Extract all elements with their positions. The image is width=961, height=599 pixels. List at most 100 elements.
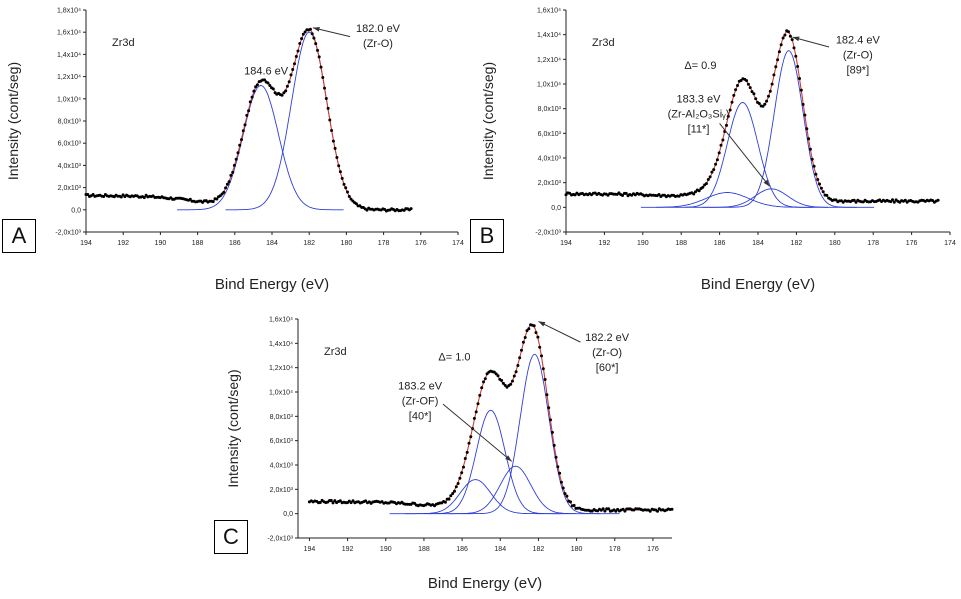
annotation-text: 184.6 eV: [244, 65, 289, 77]
x-tick-label: 182: [533, 546, 545, 553]
data-point: [750, 90, 754, 94]
data-point: [801, 102, 805, 106]
data-point: [443, 500, 447, 504]
data-point: [330, 129, 334, 132]
data-point: [480, 386, 484, 390]
data-point: [726, 114, 730, 118]
data-point: [536, 335, 540, 339]
data-point: [776, 58, 780, 62]
annotation-text: 182.2 eV: [585, 332, 630, 344]
data-point: [561, 486, 565, 490]
data-point: [333, 499, 337, 503]
x-tick-label: 184: [752, 240, 764, 247]
chart-panel-a: 194 192 190 188 186 184 182 180 178 176 174 -2,0x10…: [5, 8, 464, 294]
data-point: [328, 118, 332, 122]
x-tick-label: 186: [714, 240, 726, 247]
data-point: [298, 42, 302, 45]
chart-title: Zr3d: [324, 346, 347, 358]
data-point: [746, 82, 750, 86]
x-tick-label: 176: [647, 546, 659, 553]
data-point: [318, 501, 322, 504]
data-point: [323, 86, 326, 90]
data-point: [621, 507, 625, 511]
data-point: [476, 402, 480, 406]
x-tick-label: 182: [303, 240, 315, 247]
y-tick-label: -2,0x10³: [267, 536, 293, 543]
data-point: [794, 54, 798, 58]
data-point: [248, 100, 252, 104]
data-point: [765, 99, 769, 103]
data-point: [229, 173, 233, 177]
x-tick-label: 194: [560, 240, 572, 247]
y-tick-label: 8,0x10³: [270, 414, 294, 421]
data-point: [472, 416, 476, 420]
annotation-text: [11*]: [688, 124, 710, 136]
data-point: [224, 186, 228, 190]
data-point: [236, 151, 240, 155]
data-point: [717, 151, 721, 155]
fit-component-4: [702, 50, 875, 208]
data-point: [142, 196, 146, 200]
data-point: [365, 208, 369, 212]
x-tick-label: 184: [494, 546, 506, 553]
x-tick-label: 194: [80, 240, 92, 247]
x-tick-label: 180: [341, 240, 353, 247]
data-point: [816, 178, 820, 181]
annotation-arrowhead: [312, 26, 320, 32]
data-point: [331, 501, 335, 505]
data-point: [518, 356, 522, 360]
data-point: [326, 106, 330, 110]
data-point: [854, 200, 858, 204]
x-tick-label: 192: [342, 546, 354, 553]
data-point: [247, 109, 251, 113]
data-point: [346, 190, 349, 194]
data-point: [721, 138, 725, 142]
data-point: [465, 450, 469, 454]
y-tick-label: 1,6x10⁴: [537, 8, 561, 15]
data-point: [222, 190, 226, 194]
annotation-arrow: [538, 320, 581, 343]
data-point: [730, 100, 734, 104]
annotation-arrowhead: [505, 455, 512, 462]
data-point: [657, 193, 661, 196]
x-tick-label: 178: [378, 240, 390, 247]
data-point: [211, 200, 215, 204]
data-point: [342, 182, 346, 186]
data-point: [314, 42, 318, 46]
data-point: [293, 62, 296, 66]
data-point: [547, 406, 551, 410]
data-point: [624, 191, 628, 195]
data-point: [351, 499, 355, 503]
data-point: [792, 46, 796, 50]
y-tick-label: 1,6x10⁴: [57, 30, 81, 37]
data-point: [834, 198, 838, 202]
data-point: [494, 372, 498, 376]
data-point: [271, 87, 275, 91]
data-point: [623, 509, 627, 513]
data-point: [825, 193, 829, 197]
data-point: [447, 497, 451, 501]
annotation-text: 182.0 eV: [356, 23, 401, 35]
fit-component-1: [640, 192, 813, 208]
data-point: [331, 139, 335, 143]
data-point: [231, 170, 235, 174]
data-point: [511, 379, 514, 383]
data-point: [500, 379, 504, 382]
annotation-text: 183.2 eV: [398, 381, 443, 393]
data-point: [821, 190, 825, 194]
data-point: [790, 38, 794, 42]
data-point: [294, 55, 298, 58]
data-point: [706, 178, 710, 181]
x-tick-label: 192: [599, 240, 611, 247]
y-tick-label: 2,0x10³: [538, 180, 562, 187]
panel-label-c: C: [214, 520, 248, 554]
data-point: [119, 195, 123, 199]
fit-component-2: [656, 102, 829, 208]
data-point: [569, 500, 572, 504]
data-point: [541, 367, 545, 371]
y-tick-label: 4,0x10³: [538, 156, 562, 163]
data-point: [232, 163, 236, 167]
data-point: [805, 127, 809, 131]
y-tick-label: 1,0x10⁴: [269, 390, 293, 397]
x-tick-label: 174: [944, 240, 956, 247]
